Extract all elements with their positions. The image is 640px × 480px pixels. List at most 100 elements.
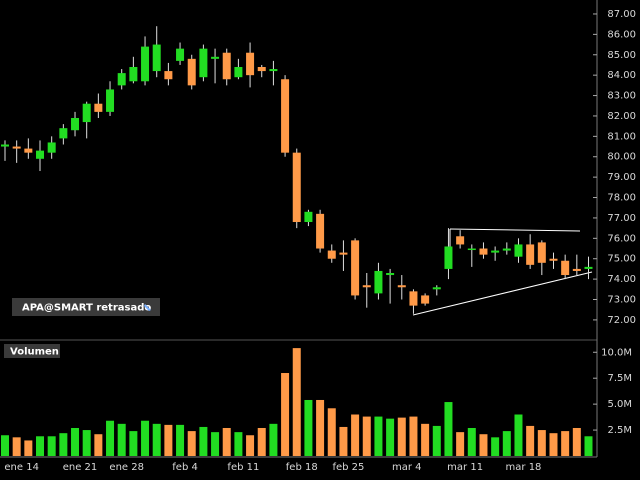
candle-body	[456, 236, 465, 245]
x-tick-label: ene 28	[109, 462, 144, 473]
x-tick-label: feb 18	[286, 462, 318, 473]
volume-bar	[199, 426, 208, 456]
candle-body	[94, 103, 103, 112]
volume-bar	[94, 434, 103, 456]
candle-body	[269, 69, 278, 72]
volume-bar	[467, 427, 476, 456]
y-tick-label: 78.00	[607, 193, 636, 204]
candle-body	[526, 244, 535, 265]
candle-body	[281, 79, 290, 153]
volume-bar	[351, 414, 360, 456]
y-tick-label: 80.00	[607, 152, 636, 163]
candle-body	[117, 73, 126, 86]
y-tick-label: 74.00	[607, 274, 636, 285]
candle-body	[1, 144, 9, 147]
candle-body	[386, 272, 395, 276]
volume-bar	[362, 416, 371, 456]
volume-bar	[211, 432, 220, 456]
candle-body	[234, 67, 243, 78]
trendline-upper	[449, 228, 581, 232]
volume-bar	[514, 414, 523, 456]
legend-label: APA@SMART retrasado	[22, 303, 151, 314]
candle-body	[24, 148, 33, 153]
volume-bar	[141, 420, 150, 456]
candle-body	[141, 46, 150, 82]
candle-body	[502, 248, 511, 251]
volume-tick-label: 7.5M	[607, 373, 632, 384]
volume-bar	[234, 432, 243, 456]
volume-bar	[292, 348, 301, 456]
volume-bar	[164, 424, 173, 456]
candle-body	[129, 67, 138, 82]
legend-box	[12, 298, 160, 316]
volume-bar	[549, 433, 558, 456]
volume-bar	[584, 436, 593, 456]
volume-bar	[491, 437, 500, 456]
trendline-lower	[412, 271, 593, 316]
candle-body	[47, 142, 56, 153]
volume-bar	[59, 433, 68, 456]
volume-bar	[36, 436, 45, 456]
x-tick-label: mar 4	[392, 462, 422, 473]
y-tick-label: 81.00	[607, 131, 636, 142]
candle-body	[304, 211, 313, 223]
volume-bar	[12, 437, 21, 456]
volume-bar	[386, 418, 395, 456]
volume-bar	[526, 425, 535, 456]
candle-body	[82, 103, 91, 123]
candle-body	[514, 244, 523, 257]
candle-body	[106, 89, 115, 112]
candle-body	[351, 240, 360, 296]
x-tick-label: ene 14	[4, 462, 39, 473]
y-tick-label: 79.00	[607, 172, 636, 183]
volume-bar	[537, 430, 546, 456]
y-tick-label: 75.00	[607, 254, 636, 265]
volume-bar	[397, 417, 406, 456]
y-tick-label: 83.00	[607, 91, 636, 102]
candle-body	[561, 260, 570, 276]
candle-body	[12, 146, 21, 149]
volume-bar	[106, 420, 115, 456]
x-tick-label: mar 18	[506, 462, 542, 473]
candle-body	[374, 270, 383, 294]
volume-bar	[152, 423, 161, 456]
candle-body	[421, 295, 430, 304]
candle-body	[479, 248, 488, 255]
volume-bar	[246, 435, 255, 456]
candle-body	[339, 252, 348, 255]
volume-bar	[281, 373, 290, 456]
volume-label-box	[4, 344, 60, 358]
volume-tick-label: 10.0M	[601, 347, 632, 358]
candle-body	[199, 48, 208, 78]
candle-body	[316, 213, 325, 249]
candle-body	[584, 266, 593, 269]
volume-bar	[339, 426, 348, 456]
y-tick-label: 82.00	[607, 111, 636, 122]
candle-body	[176, 48, 185, 61]
candle-body	[152, 44, 161, 72]
x-tick-label: feb 25	[332, 462, 364, 473]
volume-bar	[561, 431, 570, 456]
candle-body	[187, 58, 196, 86]
volume-bar	[47, 436, 56, 456]
candle-body	[71, 117, 80, 131]
candle-body	[292, 152, 301, 223]
candle-body	[246, 52, 255, 76]
volume-bar	[502, 431, 511, 456]
candle-body	[222, 52, 231, 80]
candle-body	[491, 250, 500, 253]
candle-body	[467, 248, 476, 251]
candle-body	[537, 242, 546, 263]
y-tick-label: 73.00	[607, 295, 636, 306]
x-tick-label: feb 11	[227, 462, 259, 473]
volume-bar	[176, 424, 185, 456]
volume-bar	[117, 423, 126, 456]
candle-body	[397, 285, 406, 288]
y-tick-label: 77.00	[607, 213, 636, 224]
volume-tick-label: 2.5M	[607, 425, 632, 436]
volume-title: Volumen	[10, 347, 59, 358]
y-tick-label: 86.00	[607, 29, 636, 40]
volume-bar	[374, 416, 383, 456]
y-tick-label: 76.00	[607, 233, 636, 244]
volume-bar	[222, 427, 231, 456]
